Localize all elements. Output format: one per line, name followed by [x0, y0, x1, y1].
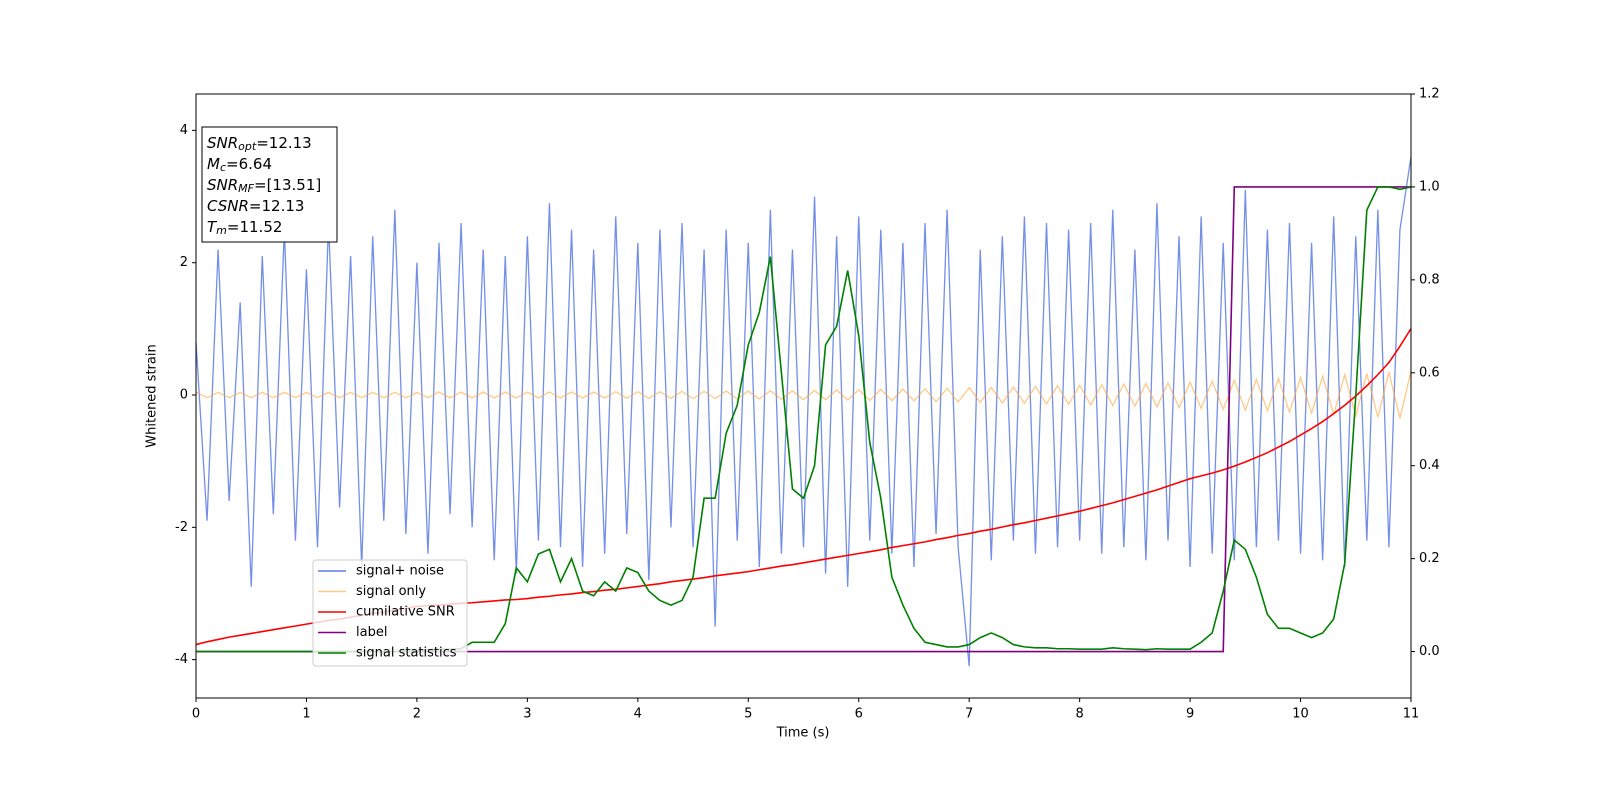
x-tick-label: 7 [965, 707, 973, 722]
annotation-rest: =6.64 [226, 155, 272, 173]
annotation-base: SNR [207, 176, 238, 194]
x-tick-label: 0 [192, 707, 200, 722]
x-tick-label: 8 [1075, 707, 1083, 722]
y-tick-label: 0 [180, 388, 188, 403]
x-tick-label: 3 [523, 707, 531, 722]
legend-label: cumilative SNR [356, 605, 455, 620]
annotation-frame [201, 126, 338, 243]
y2-tick-label: 0.8 [1419, 272, 1440, 287]
annotation-base: CSNR [207, 197, 249, 215]
plot-frame [195, 93, 1412, 699]
annotation: Mc=6.64 [207, 155, 272, 175]
legend-label: signal+ noise [356, 564, 444, 579]
x-tick-label: 2 [413, 707, 421, 722]
y2-tick-label: 1.2 [1419, 87, 1440, 102]
x-tick-label: 1 [302, 707, 310, 722]
annotation-rest: =12.13 [249, 197, 305, 215]
annotation-box: SNRopt=12.13Mc=6.64SNRMF=[13.51]CSNR=12.… [201, 126, 338, 243]
y2-tick-label: 0.0 [1419, 644, 1440, 659]
y2-tick-label: 0.6 [1419, 365, 1440, 380]
x-tick-label: 11 [1403, 707, 1420, 722]
annotation-rest: =12.13 [256, 134, 312, 152]
x-tick-label: 10 [1292, 707, 1309, 722]
x-axis-label: Time (s) [776, 726, 830, 741]
annotation: SNRMF=[13.51] [207, 176, 321, 196]
annotation-rest: =11.52 [227, 218, 283, 236]
y-tick-label: -2 [175, 520, 188, 535]
y2-tick-label: 1.0 [1419, 179, 1440, 194]
annotation-base: T [207, 218, 218, 236]
annotation: CSNR=12.13 [207, 197, 304, 215]
legend-label: signal only [356, 584, 426, 599]
y-axis-label: Whitened strain [145, 344, 160, 447]
x-tick-label: 9 [1186, 707, 1194, 722]
x-tick-label: 6 [855, 707, 863, 722]
annotation-sub: c [220, 161, 226, 174]
series-line [195, 370, 1412, 419]
annotation-sub: opt [238, 140, 257, 153]
legend-label: signal statistics [356, 646, 457, 661]
x-tick-label: 5 [744, 707, 752, 722]
y2-tick-label: 0.4 [1419, 458, 1440, 473]
y2-tick-label: 0.2 [1419, 551, 1440, 566]
legend-frame [312, 559, 468, 667]
annotation-sub: MF [238, 182, 254, 195]
legend-label: label [356, 625, 387, 640]
y-tick-label: 4 [180, 123, 188, 138]
annotation: Tm=11.52 [207, 218, 282, 238]
annotation-base: SNR [207, 134, 238, 152]
annotation-rest: =[13.51] [254, 176, 321, 194]
legend: signal+ noise signal only cumilative SNR la… [312, 559, 468, 667]
series-line [195, 156, 1412, 667]
y-tick-label: -4 [175, 652, 188, 667]
annotation-base: M [207, 155, 220, 173]
x-tick-label: 4 [634, 707, 642, 722]
annotation-sub: m [216, 224, 227, 237]
annotation: SNRopt=12.13 [207, 134, 312, 154]
y-tick-label: 2 [180, 255, 188, 270]
